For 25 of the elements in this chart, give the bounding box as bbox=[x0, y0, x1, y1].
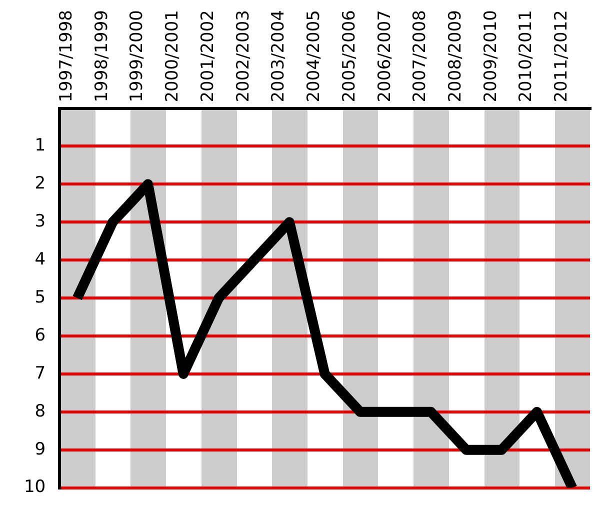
x-tick-label: 2000/2001 bbox=[162, 10, 183, 102]
x-tick-label: 1997/1998 bbox=[56, 10, 77, 102]
y-tick-label: 5 bbox=[34, 287, 46, 308]
y-tick-label: 7 bbox=[34, 363, 46, 384]
x-tick-label: 2010/2011 bbox=[516, 10, 536, 102]
x-tick-label: 2001/2002 bbox=[198, 10, 218, 102]
x-tick-label: 2007/2008 bbox=[410, 10, 430, 102]
x-tick-label: 2011/2012 bbox=[552, 10, 572, 102]
y-tick-label: 2 bbox=[34, 174, 46, 194]
x-tick-label: 2006/2007 bbox=[374, 10, 395, 102]
y-tick-label: 4 bbox=[34, 249, 46, 270]
y-tick-label: 9 bbox=[34, 439, 46, 460]
x-tick-label: 2004/2005 bbox=[304, 10, 324, 102]
y-tick-label: 10 bbox=[24, 477, 46, 498]
y-tick-label: 8 bbox=[34, 401, 46, 422]
x-tick-label: 2005/2006 bbox=[339, 10, 360, 102]
y-tick-label: 6 bbox=[34, 325, 46, 346]
x-tick-label: 2003/2004 bbox=[268, 10, 289, 102]
x-tick-label: 1998/1999 bbox=[92, 10, 112, 102]
x-tick-label: 1999/2000 bbox=[127, 10, 148, 102]
x-tick-label: 2008/2009 bbox=[445, 10, 466, 102]
x-tick-label: 2002/2003 bbox=[233, 10, 254, 102]
y-tick-label: 1 bbox=[34, 136, 46, 156]
x-tick-label: 2009/2010 bbox=[480, 10, 501, 102]
y-tick-label: 3 bbox=[34, 212, 46, 232]
